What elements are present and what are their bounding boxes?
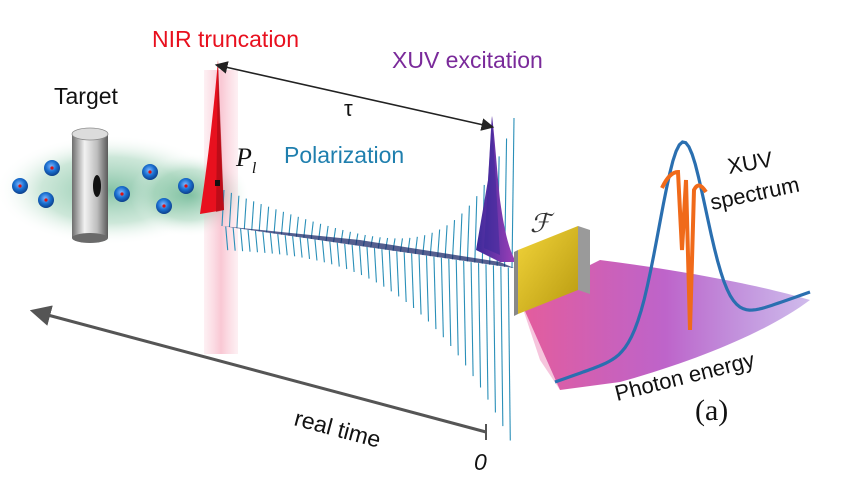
xuv-spectrum-label-line1: XUV [726, 146, 775, 179]
wave-stroke [366, 246, 370, 279]
wave-stroke [247, 229, 251, 252]
wave-stroke [258, 203, 262, 232]
atom-nucleus [18, 184, 22, 188]
polarization-label: Pl [235, 143, 257, 177]
wave-stroke [254, 230, 259, 253]
wave-stroke [511, 117, 515, 269]
real-time-axis [29, 305, 487, 440]
fourier-plate [514, 226, 590, 316]
polarization-text: Polarization [284, 142, 404, 168]
wave-stroke [277, 234, 281, 255]
wave-stroke [459, 213, 463, 261]
xuv-spectrum-plot [554, 140, 811, 384]
wave-stroke [225, 226, 229, 251]
wave-stroke [295, 216, 299, 237]
wave-stroke [451, 220, 456, 260]
fourier-label: ℱ [530, 209, 555, 238]
wave-stroke [455, 259, 459, 356]
wave-stroke [485, 264, 489, 400]
wave-stroke [381, 249, 385, 287]
wave-stroke [359, 245, 363, 276]
tau-label: τ [344, 96, 353, 121]
wave-stroke [336, 242, 340, 267]
wave-stroke [232, 227, 236, 251]
real-time-label: real time [292, 405, 384, 453]
xuv-spectrum-label-line2: spectrum [708, 172, 802, 215]
wave-stroke [425, 255, 430, 322]
atom-nucleus [148, 170, 152, 174]
zero-label: 0 [474, 449, 487, 475]
wave-stroke [329, 241, 333, 265]
wave-stroke [306, 238, 311, 259]
wave-stroke [344, 243, 348, 270]
wave-stroke [284, 235, 288, 256]
xuv-excitation-label: XUV excitation [392, 47, 543, 73]
wave-stroke [373, 248, 377, 283]
wave-stroke [411, 253, 415, 309]
target-cylinder [71, 127, 109, 243]
atom-nucleus [44, 198, 48, 202]
wave-stroke [448, 258, 452, 347]
wave-stroke [321, 240, 325, 263]
wave-stroke [243, 198, 247, 230]
wave-stroke [500, 266, 504, 427]
target-label: Target [54, 83, 119, 109]
wave-stroke [351, 244, 355, 272]
xuv-excitation-pulse [476, 116, 516, 262]
wave-stroke [266, 206, 270, 233]
wave-stroke [292, 236, 296, 257]
wave-stroke [240, 228, 244, 252]
wave-axis-band [222, 226, 514, 268]
wave-stroke [492, 265, 496, 413]
wave-stroke [251, 201, 255, 231]
wave-stroke [280, 211, 285, 235]
wave-stroke [474, 196, 478, 263]
wave-stroke [388, 250, 392, 292]
wave-stroke [288, 214, 292, 236]
wave-stroke [418, 254, 422, 315]
wave-stroke [396, 251, 400, 297]
wave-stroke [299, 237, 303, 258]
atom-nucleus [50, 166, 54, 170]
wave-stroke [470, 262, 474, 377]
wave-stroke [463, 260, 467, 366]
wave-stroke [236, 195, 240, 229]
wave-stroke [262, 231, 266, 253]
wave-stroke [273, 209, 277, 234]
wave-stroke [228, 192, 232, 228]
atoms-group [12, 160, 194, 214]
atom-nucleus [120, 192, 124, 196]
atom-nucleus [184, 184, 188, 188]
wave-stroke [444, 225, 448, 259]
wave-stroke [466, 205, 470, 262]
wave-stroke [477, 263, 482, 388]
wave-stroke [314, 239, 318, 261]
p-subscript: l [252, 160, 257, 177]
panel-label: (a) [695, 394, 728, 427]
wave-stroke [403, 252, 407, 302]
wave-stroke [507, 267, 511, 441]
p-symbol: P [235, 143, 252, 172]
wave-stroke [433, 256, 437, 330]
nir-truncation-label: NIR truncation [152, 26, 299, 52]
wave-stroke [269, 232, 273, 254]
atom-nucleus [162, 204, 166, 208]
tau-arrow [214, 61, 495, 131]
wave-stroke [440, 257, 444, 338]
spectrum-beam [520, 260, 810, 390]
